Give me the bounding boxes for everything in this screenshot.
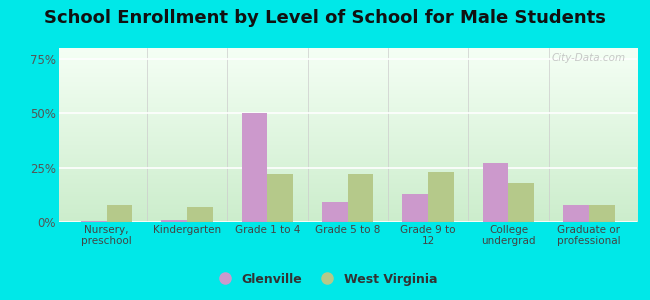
- Legend: Glenville, West Virginia: Glenville, West Virginia: [208, 268, 442, 291]
- Bar: [428, 172, 454, 222]
- Text: City-Data.com: City-Data.com: [551, 53, 625, 63]
- Text: School Enrollment by Level of School for Male Students: School Enrollment by Level of School for…: [44, 9, 606, 27]
- Bar: [187, 207, 213, 222]
- Bar: [483, 163, 508, 222]
- Bar: [348, 174, 374, 222]
- Bar: [161, 220, 187, 222]
- Bar: [589, 205, 614, 222]
- Bar: [267, 174, 293, 222]
- Bar: [81, 221, 107, 222]
- Bar: [107, 205, 133, 222]
- Bar: [508, 183, 534, 222]
- Bar: [563, 205, 589, 222]
- Bar: [322, 202, 348, 222]
- Bar: [402, 194, 428, 222]
- Bar: [242, 113, 267, 222]
